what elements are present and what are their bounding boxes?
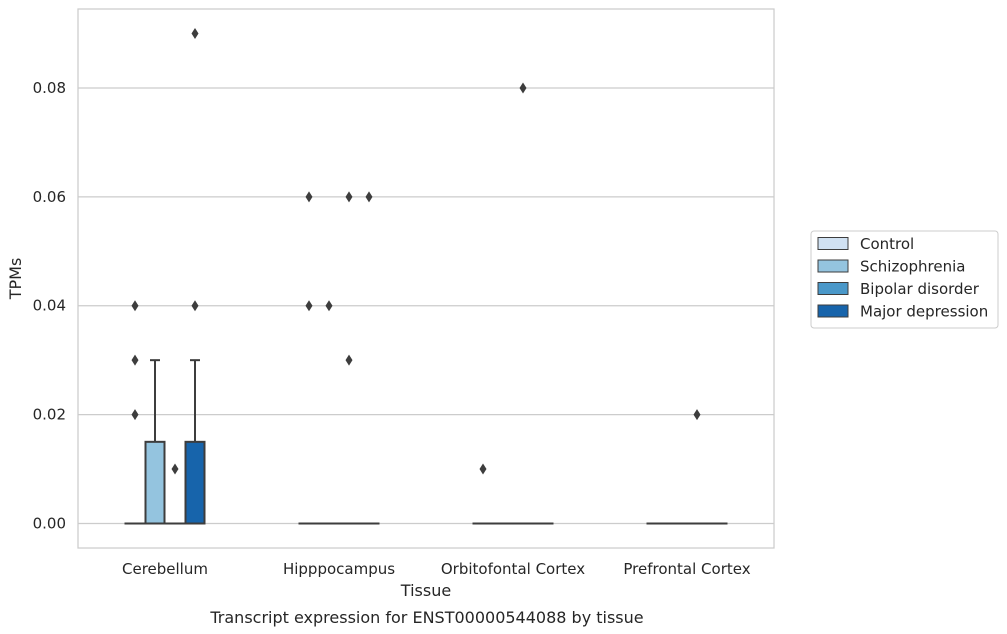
outlier-point <box>345 191 353 203</box>
box-group <box>358 191 380 525</box>
box-group <box>686 409 708 525</box>
box <box>144 440 166 525</box>
chart-caption: Transcript expression for ENST0000054408… <box>209 608 643 627</box>
outlier-point <box>131 354 139 366</box>
box-group <box>472 463 494 525</box>
boxplot-marks <box>124 28 728 525</box>
legend-items: Control Schizophrenia Bipolar disorder Majo… <box>817 235 988 321</box>
x-tick-label: Prefrontal Cortex <box>623 560 750 578</box>
outlier-point <box>693 409 701 421</box>
outlier-point <box>325 300 333 312</box>
outlier-point <box>131 300 139 312</box>
y-tick-label: 0.02 <box>33 406 66 424</box>
outlier-point <box>191 300 199 312</box>
box <box>184 440 206 525</box>
outlier-point <box>519 82 527 94</box>
outlier-point <box>305 191 313 203</box>
y-tick-label: 0.00 <box>33 515 66 533</box>
y-axis-title: TPMs <box>6 258 25 301</box>
legend-swatch <box>817 259 849 273</box>
outlier-point <box>131 409 139 421</box>
box-group <box>298 191 320 525</box>
legend-label: Control <box>860 235 914 253</box>
outlier-point <box>365 191 373 203</box>
box-group <box>512 82 534 525</box>
legend-swatch <box>817 304 849 318</box>
legend-swatch <box>817 237 849 250</box>
outlier-point <box>345 354 353 366</box>
legend-label: Major depression <box>860 303 988 321</box>
outlier-point <box>305 300 313 312</box>
plot-area <box>77 8 775 549</box>
box-group <box>318 300 340 525</box>
legend-frame <box>810 230 999 329</box>
grid-lines <box>78 87 774 525</box>
box-group <box>184 28 206 525</box>
outlier-point <box>171 463 179 475</box>
legend-label: Bipolar disorder <box>860 280 980 298</box>
box-group <box>124 300 146 525</box>
y-tick-label: 0.04 <box>33 297 66 315</box>
x-axis-ticks: Cerebellum Hipppocampus Orbitofontal Corte… <box>122 560 751 578</box>
outlier-point <box>479 463 487 475</box>
box-group <box>164 463 186 525</box>
y-axis-ticks: 0.00 0.02 0.04 0.06 0.08 <box>33 79 66 533</box>
y-tick-label: 0.06 <box>33 188 66 206</box>
x-tick-label: Cerebellum <box>122 560 208 578</box>
box-group <box>338 191 360 525</box>
x-axis-title: Tissue <box>400 581 451 600</box>
y-tick-label: 0.08 <box>33 79 66 97</box>
legend-label: Schizophrenia <box>860 258 965 276</box>
box-group <box>144 359 166 525</box>
x-tick-label: Hipppocampus <box>283 560 395 578</box>
x-tick-label: Orbitofontal Cortex <box>441 560 585 578</box>
legend-swatch <box>817 282 849 295</box>
legend: Control Schizophrenia Bipolar disorder Majo… <box>810 230 999 329</box>
outlier-point <box>191 28 199 39</box>
